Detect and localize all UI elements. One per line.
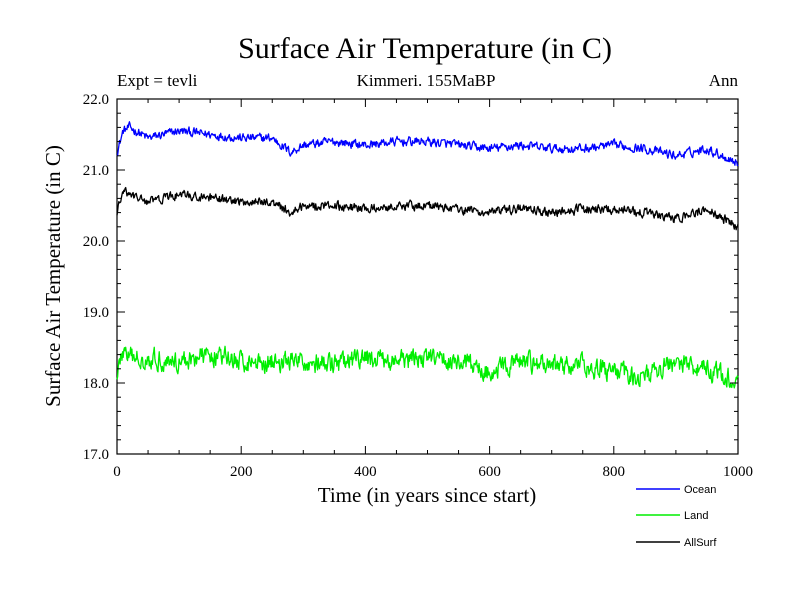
- y-tick-label: 20.0: [83, 234, 109, 250]
- series-line-ocean: [116, 121, 739, 167]
- y-axis-label: Surface Air Temperature (in C): [41, 145, 65, 407]
- x-tick-label: 800: [603, 464, 626, 480]
- series-line-allsurf: [116, 186, 739, 231]
- ticks-layer: 0 200 400 600 800 1000 17.0 18.0 19.0 20.0 21.0 22.…: [83, 92, 753, 480]
- x-tick-label: 600: [478, 464, 501, 480]
- plot-frame: [116, 98, 739, 455]
- chart-subtitle-right: Ann: [709, 71, 739, 90]
- legend-label-ocean: Ocean: [684, 484, 716, 496]
- series-layer: [116, 121, 739, 389]
- y-tick-label: 18.0: [83, 376, 109, 392]
- x-axis-label: Time (in years since start): [318, 483, 537, 507]
- chart-subtitle-left: Expt = tevli: [117, 71, 198, 90]
- y-tick-label: 21.0: [83, 163, 109, 179]
- y-tick-label: 19.0: [83, 305, 109, 321]
- legend-label-land: Land: [684, 510, 708, 522]
- chart-subtitle-center: Kimmeri. 155MaBP: [357, 71, 496, 90]
- legend: Ocean Land AllSurf: [636, 484, 717, 549]
- series-line-land: [116, 345, 739, 389]
- chart-title: Surface Air Temperature (in C): [238, 32, 612, 65]
- x-tick-label: 1000: [723, 464, 753, 480]
- legend-label-allsurf: AllSurf: [684, 537, 717, 549]
- x-tick-label: 200: [230, 464, 253, 480]
- y-tick-label: 17.0: [83, 447, 109, 463]
- x-tick-label: 0: [113, 464, 121, 480]
- y-tick-label: 22.0: [83, 92, 109, 108]
- x-tick-label: 400: [354, 464, 377, 480]
